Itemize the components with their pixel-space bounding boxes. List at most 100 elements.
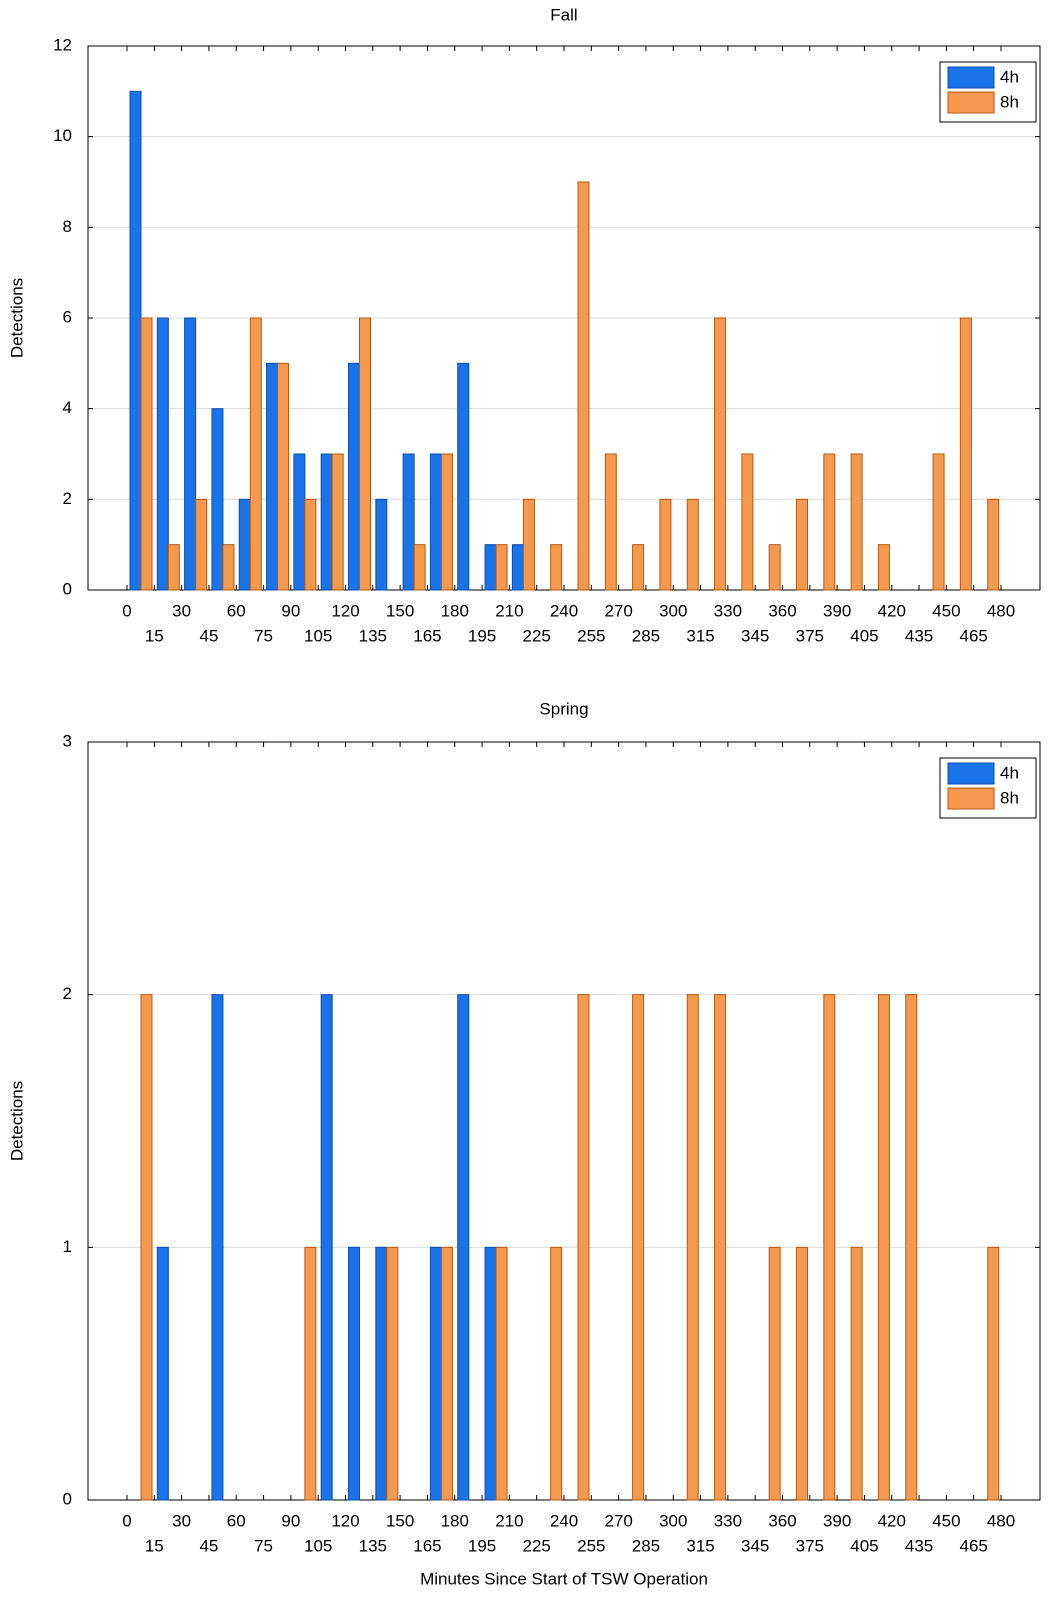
bar: [686, 994, 699, 1501]
x-tick-label: 420: [878, 1511, 906, 1530]
bar: [457, 994, 470, 1501]
bar: [659, 498, 672, 591]
bar: [413, 544, 426, 591]
x-tick-label: 0: [122, 1511, 131, 1530]
x-tick-label: 195: [468, 626, 496, 645]
bar: [304, 498, 317, 591]
y-tick-label: 8: [63, 217, 72, 236]
x-tick-label: 30: [172, 1511, 191, 1530]
x-tick-label: 345: [741, 626, 769, 645]
x-tick-label: 165: [413, 626, 441, 645]
bar: [850, 1246, 863, 1501]
x-tick-label: 285: [632, 1536, 660, 1555]
bar: [293, 453, 306, 591]
x-tick-label: 450: [932, 1511, 960, 1530]
x-tick-label: 60: [227, 601, 246, 620]
bar: [320, 994, 333, 1501]
bar: [277, 362, 290, 591]
bar: [959, 317, 972, 591]
bar: [495, 1246, 508, 1501]
bar: [796, 1246, 808, 1501]
bar: [457, 362, 470, 591]
x-tick-label: 15: [145, 626, 164, 645]
legend-swatch: [947, 762, 995, 785]
x-tick-label: 135: [359, 1536, 387, 1555]
bar: [577, 994, 590, 1501]
bar: [823, 994, 836, 1501]
x-tick-label: 360: [768, 1511, 796, 1530]
x-tick-label: 375: [796, 626, 824, 645]
bar: [211, 408, 224, 591]
bar: [348, 1246, 360, 1501]
x-tick-label: 405: [850, 626, 878, 645]
x-tick-label: 75: [254, 626, 273, 645]
bar: [156, 317, 169, 591]
bar: [386, 1246, 399, 1501]
x-tick-label: 285: [632, 626, 660, 645]
legend-swatch: [947, 787, 995, 810]
x-tick-label: 300: [659, 1511, 687, 1530]
bar: [823, 453, 836, 591]
bar: [577, 181, 590, 591]
bar: [429, 1246, 442, 1501]
bar: [348, 362, 360, 591]
x-tick-label: 360: [768, 601, 796, 620]
bar: [402, 453, 415, 591]
bar: [741, 453, 754, 591]
bar: [686, 498, 699, 591]
y-tick-label: 2: [63, 984, 72, 1003]
bar: [877, 544, 890, 591]
x-tick-label: 300: [659, 601, 687, 620]
y-axis-label: Detections: [7, 1081, 26, 1161]
bar: [905, 994, 918, 1501]
x-tick-label: 240: [550, 1511, 578, 1530]
x-tick-label: 45: [199, 1536, 218, 1555]
x-tick-label: 330: [714, 1511, 742, 1530]
legend-label: 4h: [1000, 67, 1019, 86]
chart-title: Spring: [539, 699, 588, 718]
bar: [331, 453, 344, 591]
bar: [249, 317, 262, 591]
x-tick-label: 375: [796, 1536, 824, 1555]
x-tick-label: 255: [577, 1536, 605, 1555]
x-tick-label: 390: [823, 601, 851, 620]
x-tick-label: 60: [227, 1511, 246, 1530]
x-tick-label: 435: [905, 1536, 933, 1555]
x-tick-label: 390: [823, 1511, 851, 1530]
bar: [238, 498, 251, 591]
bar: [184, 317, 197, 591]
bar: [211, 994, 224, 1501]
bar: [796, 498, 808, 591]
bar: [768, 1246, 781, 1501]
bar: [768, 544, 781, 591]
plot-frame: [87, 741, 1041, 1501]
bar: [932, 453, 945, 591]
x-tick-label: 90: [281, 601, 300, 620]
x-tick-label: 120: [331, 1511, 359, 1530]
bar: [304, 1246, 317, 1501]
x-tick-label: 345: [741, 1536, 769, 1555]
x-tick-label: 315: [686, 626, 714, 645]
x-tick-label: 315: [686, 1536, 714, 1555]
bar: [440, 453, 453, 591]
bar: [877, 994, 890, 1501]
y-axis-label: Detections: [7, 278, 26, 358]
y-tick-label: 4: [63, 398, 72, 417]
bar: [484, 1246, 497, 1501]
x-tick-label: 210: [495, 1511, 523, 1530]
x-tick-label: 270: [604, 601, 632, 620]
bar: [495, 544, 508, 591]
bar: [440, 1246, 453, 1501]
legend-swatch: [947, 91, 995, 114]
bar: [167, 544, 180, 591]
x-tick-label: 240: [550, 601, 578, 620]
x-tick-label: 450: [932, 601, 960, 620]
x-tick-label: 135: [359, 626, 387, 645]
x-tick-label: 480: [987, 1511, 1015, 1530]
bar: [550, 1246, 563, 1501]
bar: [375, 1246, 388, 1501]
bar: [266, 362, 279, 591]
x-tick-label: 480: [987, 601, 1015, 620]
